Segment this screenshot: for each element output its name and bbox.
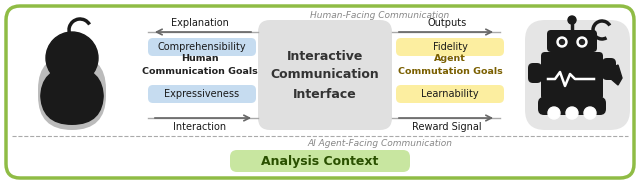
- Text: Analysis Context: Analysis Context: [261, 155, 379, 167]
- Text: Comprehensibility: Comprehensibility: [157, 42, 246, 52]
- Circle shape: [568, 16, 576, 24]
- Polygon shape: [603, 65, 622, 85]
- FancyBboxPatch shape: [396, 38, 504, 56]
- Circle shape: [46, 32, 98, 84]
- FancyBboxPatch shape: [230, 150, 410, 172]
- Circle shape: [566, 107, 578, 119]
- FancyBboxPatch shape: [148, 85, 256, 103]
- Text: Reward Signal: Reward Signal: [412, 122, 482, 132]
- FancyBboxPatch shape: [396, 85, 504, 103]
- Text: Learnability: Learnability: [421, 89, 479, 99]
- Text: Outputs: Outputs: [428, 18, 467, 28]
- Text: Human
Communication Goals: Human Communication Goals: [142, 54, 258, 76]
- FancyBboxPatch shape: [148, 38, 256, 56]
- FancyBboxPatch shape: [602, 58, 616, 80]
- FancyBboxPatch shape: [547, 30, 597, 52]
- FancyBboxPatch shape: [38, 55, 106, 130]
- Text: Interaction: Interaction: [173, 122, 227, 132]
- Circle shape: [559, 39, 564, 45]
- Text: Human-Facing Communication: Human-Facing Communication: [310, 11, 450, 20]
- Text: Expressiveness: Expressiveness: [164, 89, 239, 99]
- Circle shape: [557, 37, 567, 47]
- Text: Explanation: Explanation: [171, 18, 229, 28]
- FancyBboxPatch shape: [528, 63, 542, 83]
- FancyBboxPatch shape: [258, 20, 392, 130]
- Circle shape: [577, 37, 587, 47]
- FancyBboxPatch shape: [541, 52, 603, 100]
- FancyBboxPatch shape: [525, 20, 630, 130]
- FancyBboxPatch shape: [538, 97, 606, 115]
- Text: Fidelity: Fidelity: [433, 42, 467, 52]
- FancyBboxPatch shape: [40, 67, 104, 125]
- Circle shape: [579, 39, 584, 45]
- Circle shape: [584, 107, 596, 119]
- Circle shape: [548, 107, 560, 119]
- Text: Interactive
Communication
Interface: Interactive Communication Interface: [271, 50, 380, 100]
- FancyBboxPatch shape: [6, 6, 634, 178]
- Text: Agent
Commutation Goals: Agent Commutation Goals: [397, 54, 502, 76]
- Text: AI Agent-Facing Communication: AI Agent-Facing Communication: [307, 139, 452, 148]
